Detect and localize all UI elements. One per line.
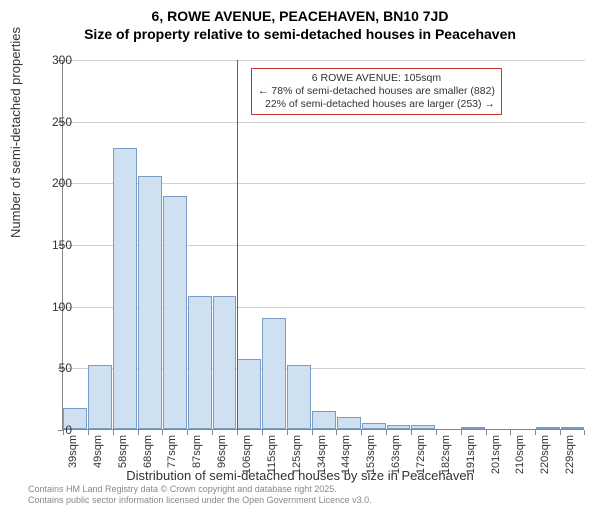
histogram-bar xyxy=(138,176,162,429)
histogram-bar xyxy=(213,296,237,429)
histogram-bar xyxy=(287,365,311,429)
histogram-bar xyxy=(113,148,137,429)
annotation-line: 6 ROWE AVENUE: 105sqm xyxy=(258,72,495,85)
histogram-bar xyxy=(237,359,261,429)
xtick-mark xyxy=(411,430,412,435)
xtick-label: 49sqm xyxy=(92,435,104,468)
xtick-mark xyxy=(88,430,89,435)
xtick-label: 96sqm xyxy=(216,435,228,468)
gridline xyxy=(63,60,585,61)
xtick-mark xyxy=(461,430,462,435)
chart-area: 39sqm49sqm58sqm68sqm77sqm87sqm96sqm106sq… xyxy=(62,60,584,430)
histogram-bar xyxy=(262,318,286,429)
xtick-mark xyxy=(187,430,188,435)
xtick-mark xyxy=(212,430,213,435)
y-axis-label: Number of semi-detached properties xyxy=(8,27,23,238)
chart-title-line1: 6, ROWE AVENUE, PEACEHAVEN, BN10 7JD xyxy=(0,8,600,24)
ytick-label: 300 xyxy=(32,53,72,67)
reference-line xyxy=(237,60,238,430)
xtick-mark xyxy=(113,430,114,435)
histogram-bar xyxy=(188,296,212,429)
ytick-label: 200 xyxy=(32,176,72,190)
xtick-label: 87sqm xyxy=(191,435,203,468)
xtick-mark xyxy=(584,430,585,435)
histogram-bar xyxy=(561,427,585,429)
ytick-label: 50 xyxy=(32,361,72,375)
histogram-bar xyxy=(362,423,386,429)
histogram-bar xyxy=(411,425,435,429)
histogram-bar xyxy=(312,411,336,430)
ytick-label: 100 xyxy=(32,300,72,314)
xtick-label: 68sqm xyxy=(142,435,154,468)
histogram-bar xyxy=(461,427,485,429)
plot-region: 39sqm49sqm58sqm68sqm77sqm87sqm96sqm106sq… xyxy=(62,60,584,430)
xtick-mark xyxy=(138,430,139,435)
xtick-mark xyxy=(361,430,362,435)
xtick-mark xyxy=(336,430,337,435)
ytick-label: 0 xyxy=(32,423,72,437)
footnote: Contains HM Land Registry data © Crown c… xyxy=(28,484,372,506)
xtick-mark xyxy=(486,430,487,435)
ytick-label: 250 xyxy=(32,115,72,129)
xtick-mark xyxy=(262,430,263,435)
annotation-box: 6 ROWE AVENUE: 105sqm← 78% of semi-detac… xyxy=(251,68,502,115)
xtick-mark xyxy=(312,430,313,435)
histogram-bar xyxy=(387,425,411,429)
xtick-mark xyxy=(237,430,238,435)
xtick-mark xyxy=(436,430,437,435)
xtick-mark xyxy=(386,430,387,435)
footnote-line1: Contains HM Land Registry data © Crown c… xyxy=(28,484,372,495)
histogram-bar xyxy=(536,427,560,429)
ytick-label: 150 xyxy=(32,238,72,252)
annotation-line: ← 78% of semi-detached houses are smalle… xyxy=(258,85,495,98)
xtick-label: 58sqm xyxy=(117,435,129,468)
chart-title-line2: Size of property relative to semi-detach… xyxy=(0,26,600,42)
footnote-line2: Contains public sector information licen… xyxy=(28,495,372,506)
annotation-line: 22% of semi-detached houses are larger (… xyxy=(258,98,495,111)
xtick-mark xyxy=(287,430,288,435)
xtick-mark xyxy=(510,430,511,435)
histogram-bar xyxy=(337,417,361,429)
xtick-label: 77sqm xyxy=(166,435,178,468)
histogram-bar xyxy=(88,365,112,429)
xtick-label: 39sqm xyxy=(67,435,79,468)
xtick-mark xyxy=(560,430,561,435)
gridline xyxy=(63,122,585,123)
xtick-mark xyxy=(535,430,536,435)
histogram-bar xyxy=(163,196,187,429)
x-axis-label: Distribution of semi-detached houses by … xyxy=(0,468,600,483)
xtick-mark xyxy=(162,430,163,435)
